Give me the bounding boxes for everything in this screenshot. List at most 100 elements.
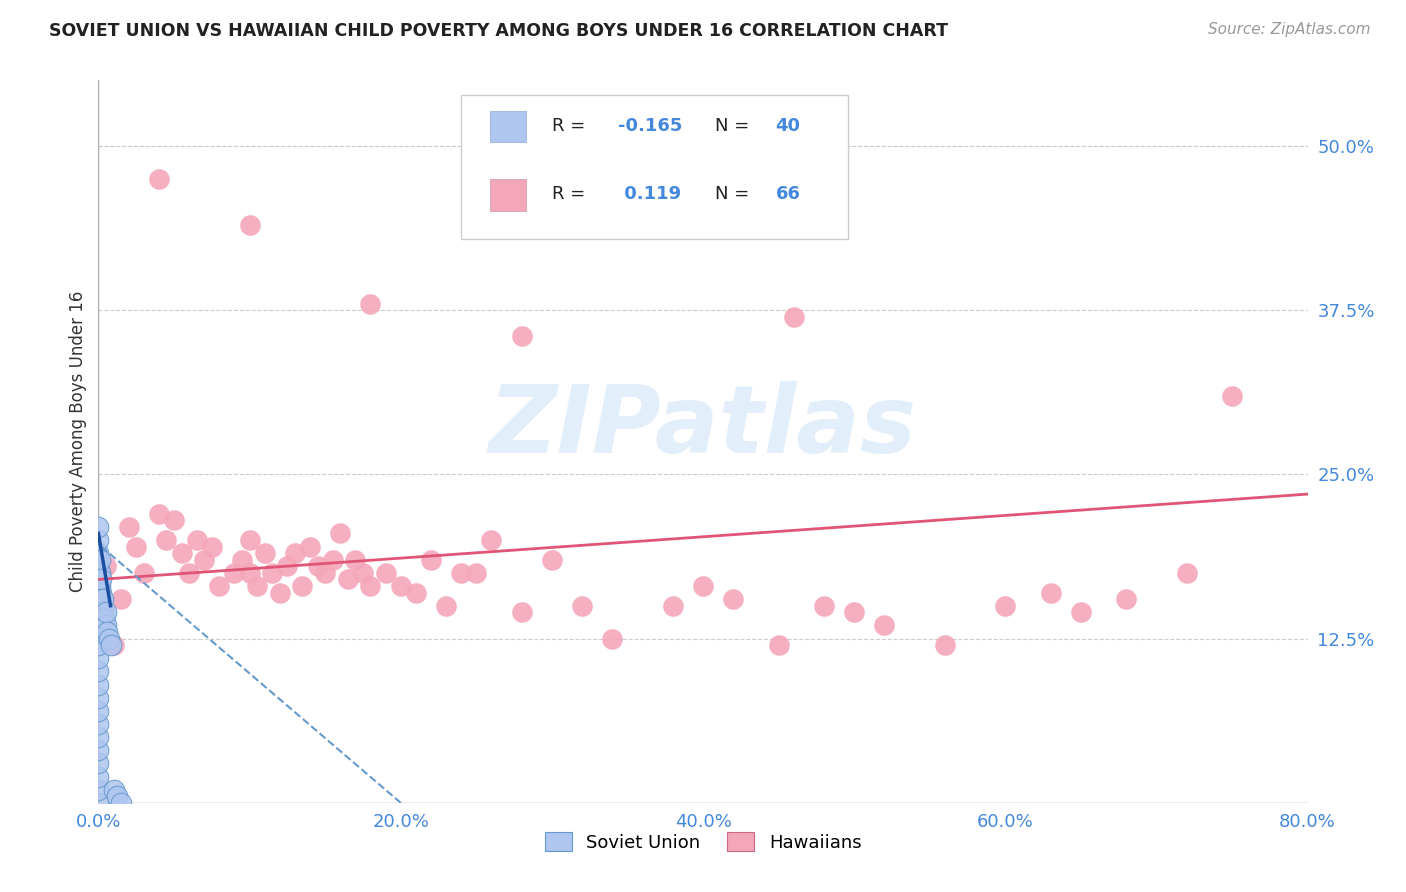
Point [1039, 585, 1062, 599]
Point [193, 553, 215, 567]
Point [314, 566, 336, 580]
FancyBboxPatch shape [461, 95, 848, 239]
Point [94, 605, 117, 619]
Point [91, 605, 114, 619]
Point [87, 756, 110, 771]
Point [994, 599, 1017, 613]
Point [374, 566, 396, 580]
Point [87, 690, 110, 705]
Point [87, 704, 110, 718]
Point [299, 540, 322, 554]
FancyBboxPatch shape [491, 111, 526, 143]
Point [155, 533, 177, 547]
Point [87, 770, 110, 784]
Point [1115, 592, 1137, 607]
Point [87, 546, 110, 560]
Point [90, 573, 112, 587]
Point [344, 553, 367, 567]
Point [87, 651, 110, 665]
Point [873, 618, 896, 632]
Point [934, 638, 956, 652]
Point [148, 507, 170, 521]
Point [163, 513, 186, 527]
Point [87, 796, 110, 810]
Point [87, 559, 110, 574]
Point [269, 585, 291, 599]
Point [1220, 388, 1243, 402]
Point [91, 592, 114, 607]
Point [87, 677, 110, 691]
Point [246, 579, 269, 593]
Point [105, 789, 128, 804]
Point [352, 566, 374, 580]
Point [89, 553, 111, 567]
Point [231, 553, 253, 567]
Point [201, 540, 224, 554]
Point [336, 573, 359, 587]
Point [87, 665, 110, 679]
Point [110, 796, 132, 810]
Legend: Soviet Union, Hawaiians: Soviet Union, Hawaiians [537, 825, 869, 859]
Point [239, 533, 262, 547]
Y-axis label: Child Poverty Among Boys Under 16: Child Poverty Among Boys Under 16 [69, 291, 87, 592]
Point [307, 559, 329, 574]
Point [179, 566, 201, 580]
Point [87, 638, 110, 652]
Point [87, 599, 110, 613]
Point [571, 599, 593, 613]
Text: R =: R = [551, 117, 591, 135]
Point [510, 605, 533, 619]
Text: ZIPatlas: ZIPatlas [489, 381, 917, 473]
Point [813, 599, 835, 613]
Point [239, 566, 262, 580]
Point [132, 566, 155, 580]
Point [87, 612, 110, 626]
Point [87, 730, 110, 744]
Point [360, 296, 382, 310]
Point [94, 559, 117, 574]
Point [434, 599, 457, 613]
Point [420, 553, 443, 567]
Point [103, 782, 125, 797]
Point [510, 329, 533, 343]
Point [602, 632, 624, 646]
Point [329, 526, 352, 541]
Point [100, 638, 122, 652]
Point [90, 585, 112, 599]
Point [1175, 566, 1198, 580]
Text: 40: 40 [776, 117, 800, 135]
Text: 0.119: 0.119 [619, 186, 682, 203]
Point [661, 599, 683, 613]
Point [405, 585, 427, 599]
Point [208, 579, 231, 593]
Point [87, 743, 110, 757]
Point [96, 625, 118, 640]
Point [276, 559, 298, 574]
Point [87, 625, 110, 640]
Point [322, 553, 344, 567]
Point [844, 605, 866, 619]
Point [291, 579, 314, 593]
Text: -0.165: -0.165 [619, 117, 683, 135]
Point [89, 592, 111, 607]
Text: SOVIET UNION VS HAWAIIAN CHILD POVERTY AMONG BOYS UNDER 16 CORRELATION CHART: SOVIET UNION VS HAWAIIAN CHILD POVERTY A… [49, 22, 948, 40]
Point [118, 520, 141, 534]
Point [262, 566, 284, 580]
Point [103, 638, 125, 652]
Text: Source: ZipAtlas.com: Source: ZipAtlas.com [1208, 22, 1371, 37]
FancyBboxPatch shape [491, 179, 526, 211]
Point [450, 566, 472, 580]
Point [783, 310, 806, 324]
Point [186, 533, 208, 547]
Point [768, 638, 790, 652]
Point [89, 579, 111, 593]
Point [87, 782, 110, 797]
Point [87, 717, 110, 731]
Point [87, 585, 110, 599]
Point [110, 592, 132, 607]
Text: N =: N = [716, 186, 755, 203]
Point [1070, 605, 1092, 619]
Point [87, 520, 110, 534]
Point [239, 218, 262, 232]
Point [90, 599, 112, 613]
